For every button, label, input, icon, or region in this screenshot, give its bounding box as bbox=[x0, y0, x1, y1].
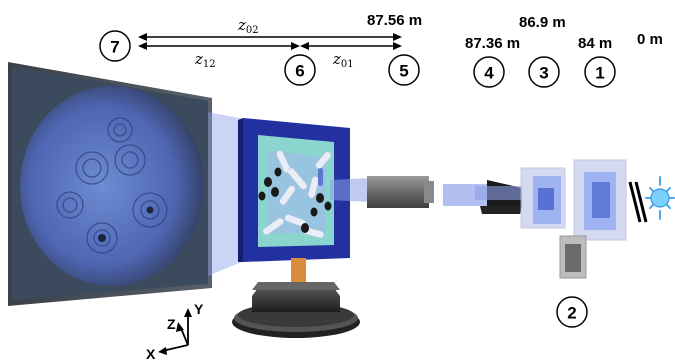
axis-label-z: Z bbox=[167, 316, 176, 332]
beam-tube bbox=[367, 176, 434, 208]
marker-3: 3 bbox=[528, 56, 560, 88]
light-source-icon bbox=[645, 176, 675, 220]
svg-text:3: 3 bbox=[539, 64, 548, 83]
distance-label-3: 86.9 m bbox=[519, 14, 566, 31]
distance-label-5: 87.56 m bbox=[367, 12, 422, 29]
axis-label-x: X bbox=[146, 346, 156, 362]
distance-label-0: 0 m bbox=[637, 31, 663, 48]
z01-label: z01 bbox=[332, 50, 354, 70]
axis-label-y: Y bbox=[194, 301, 204, 317]
marker-2: 2 bbox=[556, 296, 588, 328]
marker-7: 7 bbox=[99, 30, 131, 62]
sample-post bbox=[291, 258, 306, 288]
marker-5: 5 bbox=[388, 54, 420, 86]
incident-beam bbox=[330, 178, 370, 202]
distance-label-1: 84 m bbox=[578, 35, 612, 52]
optics-element-1 bbox=[573, 159, 627, 241]
marker-6: 6 bbox=[284, 54, 316, 86]
svg-text:2: 2 bbox=[567, 304, 576, 323]
aperture-assembly bbox=[443, 180, 522, 214]
svg-text:6: 6 bbox=[295, 62, 304, 81]
sample-particles bbox=[258, 150, 332, 239]
z02-label: z02 bbox=[237, 16, 259, 36]
source-window-slits bbox=[628, 181, 648, 223]
svg-text:7: 7 bbox=[110, 38, 119, 57]
filter-element-2 bbox=[559, 235, 587, 279]
optics-element-3 bbox=[520, 167, 566, 229]
interference-rings bbox=[56, 117, 168, 254]
coordinate-axes: Y Z X bbox=[146, 301, 204, 362]
distance-label-4: 87.36 m bbox=[465, 35, 520, 52]
svg-text:4: 4 bbox=[484, 64, 494, 83]
distance-annotations bbox=[138, 33, 402, 50]
sample-holder bbox=[238, 118, 350, 262]
z12-label: z12 bbox=[194, 50, 216, 70]
svg-text:5: 5 bbox=[399, 62, 408, 81]
detector-hologram bbox=[8, 62, 212, 306]
marker-1: 1 bbox=[584, 56, 616, 88]
marker-4: 4 bbox=[473, 56, 505, 88]
sample-stage bbox=[232, 282, 360, 338]
svg-text:1: 1 bbox=[595, 64, 604, 83]
